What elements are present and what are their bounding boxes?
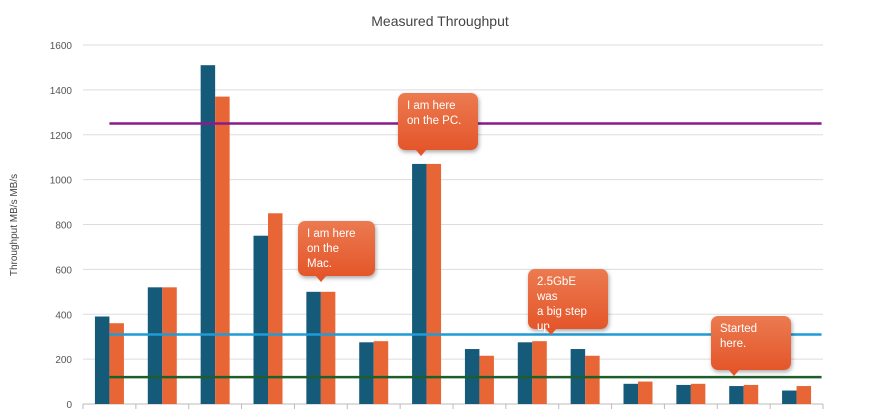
callout-text: on the PC.: [407, 115, 462, 127]
bar-series-1: [94, 316, 110, 404]
callout-pointer: [415, 149, 427, 156]
bar-series-2: [796, 386, 812, 404]
y-tick-label: 800: [55, 221, 72, 232]
bar-series-1: [147, 287, 163, 404]
bar-series-1: [782, 390, 797, 404]
y-tick-label: 400: [55, 310, 72, 321]
callout-text: on the Mac.: [307, 243, 339, 270]
bar-series-2: [320, 291, 336, 404]
annotation-callout: 2.5GbE was a big step up.: [528, 269, 608, 335]
y-tick-label: 1200: [50, 131, 73, 142]
callout-text: Started: [720, 323, 758, 335]
bar-series-2: [638, 381, 653, 404]
y-tick-label: 600: [55, 265, 72, 276]
annotation-callout: I am here on the PC.: [398, 93, 478, 156]
bar-series-2: [585, 355, 600, 404]
annotation-callout: Started here.: [711, 316, 791, 376]
bar-series-2: [743, 384, 759, 404]
callout-text: 2.5GbE was: [537, 276, 576, 303]
bar-series-2: [690, 383, 706, 404]
y-tick-label: 1000: [50, 176, 73, 187]
bar-series-2: [373, 341, 389, 404]
bar-series-2: [162, 287, 177, 404]
bar-series-2: [532, 341, 547, 404]
chart-title: Measured Throughput: [371, 13, 509, 29]
bar-series-2: [479, 355, 494, 404]
y-tick-label: 1400: [50, 86, 73, 97]
callout-pointer: [545, 328, 557, 335]
bar-series-1: [253, 235, 268, 404]
bar-series-2: [426, 163, 442, 404]
bar-series-2: [109, 323, 124, 404]
bar-series-2: [268, 213, 283, 404]
bar-series-1: [517, 342, 533, 404]
bar-series-1: [200, 65, 216, 404]
bar-series-1: [623, 383, 638, 404]
callout-text: a big step: [537, 306, 587, 318]
callout-text: I am here: [407, 100, 456, 112]
callout-pointer: [728, 369, 740, 376]
callout-text: I am here: [307, 228, 356, 240]
y-tick-label: 200: [55, 355, 72, 366]
bar-series-2: [215, 96, 230, 404]
y-tick-label: 1600: [50, 41, 73, 52]
bar-series-1: [676, 384, 691, 404]
bar-series-1: [412, 163, 427, 404]
y-axis-label: Throughput MB/s MB/s: [9, 174, 20, 276]
annotation-callout: I am here on the Mac.: [298, 221, 375, 282]
bar-series-1: [306, 291, 321, 404]
y-tick-label: 0: [66, 400, 72, 409]
bar-series-1: [359, 342, 374, 404]
callout-text: here.: [720, 338, 747, 350]
bar-series-1: [729, 386, 744, 404]
callout-pointer: [315, 275, 327, 282]
